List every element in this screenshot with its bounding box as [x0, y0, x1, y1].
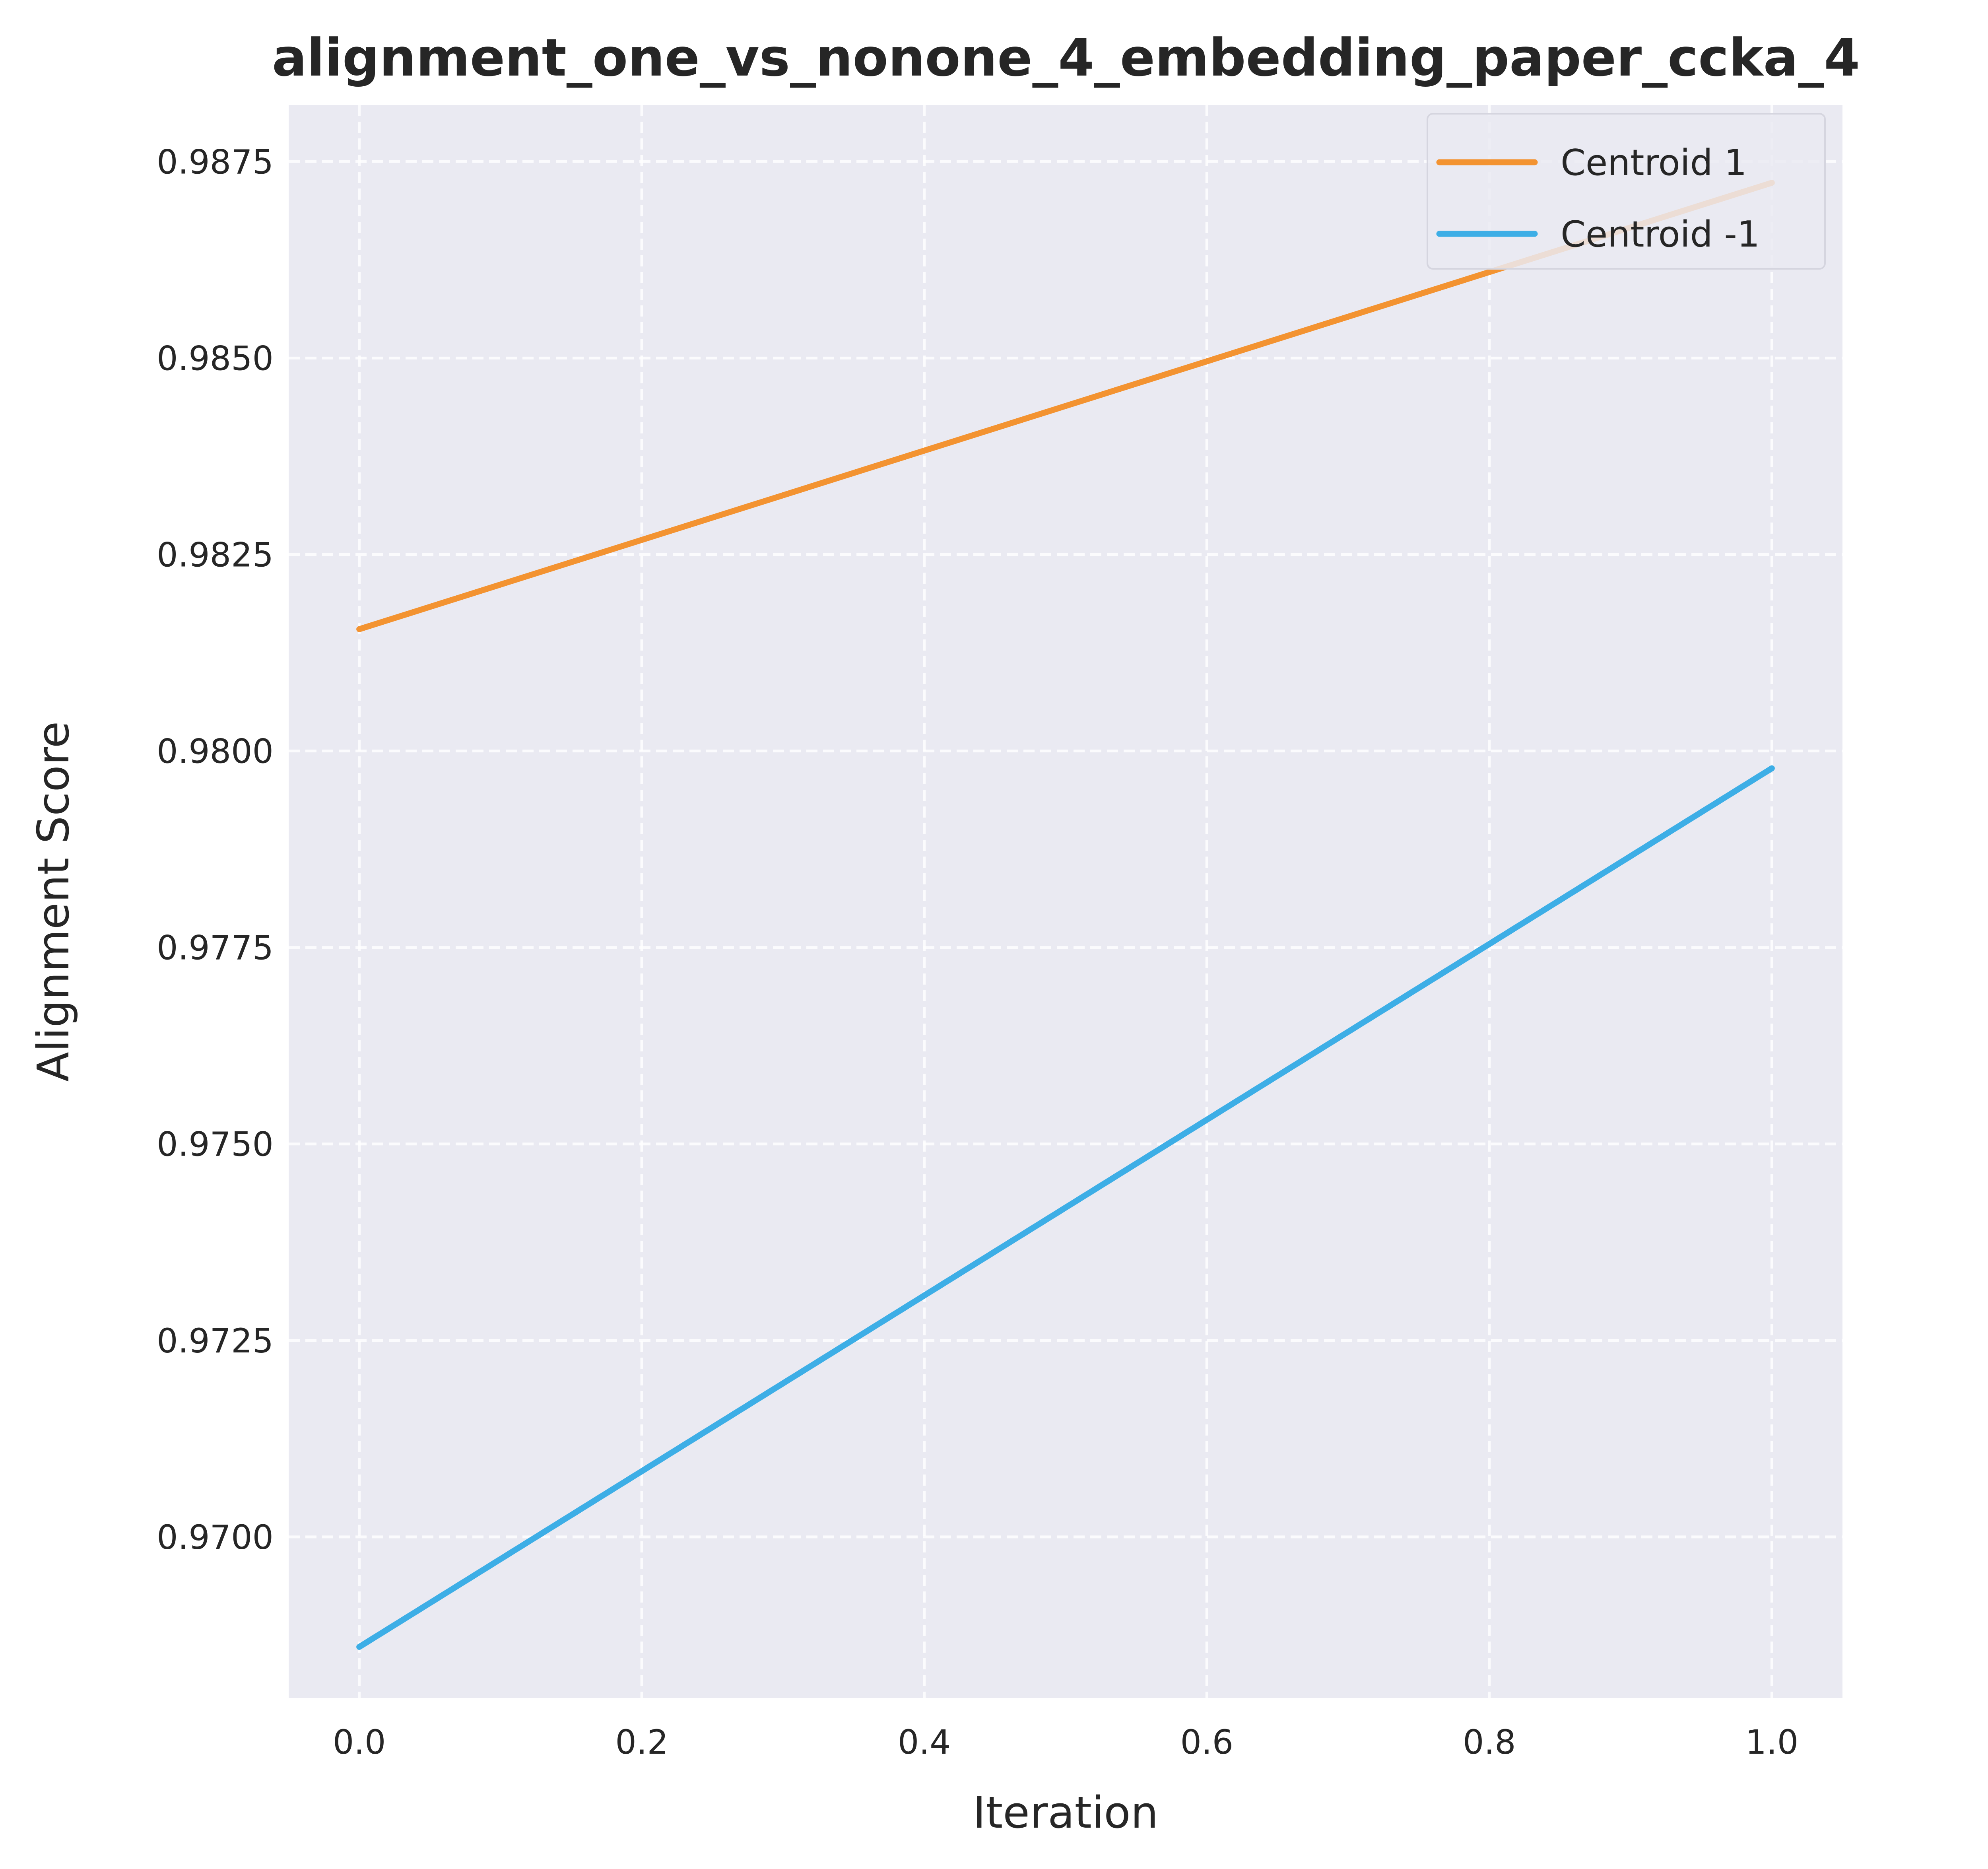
y-tick-label: 0.9725 [157, 1321, 274, 1360]
x-tick-label: 0.6 [1180, 1723, 1233, 1762]
plot-area [289, 105, 1842, 1698]
x-grid [358, 105, 1773, 1698]
y-tick-label: 0.9850 [157, 339, 274, 378]
x-tick-label: 0.0 [333, 1723, 386, 1762]
y-axis-label: Alignment Score [28, 721, 79, 1082]
x-axis-label: Iteration [973, 1787, 1159, 1838]
x-tick-label: 1.0 [1745, 1723, 1799, 1762]
y-tick-label: 0.9800 [157, 732, 274, 771]
x-tick-labels: 0.0 0.2 0.4 0.6 0.8 1.0 [333, 1723, 1798, 1762]
x-tick-label: 0.4 [898, 1723, 951, 1762]
y-tick-label: 0.9700 [157, 1518, 274, 1557]
legend-label-2: Centroid -1 [1561, 214, 1760, 255]
y-tick-label: 0.9775 [157, 929, 274, 968]
series-line-2 [356, 765, 1775, 1650]
legend-box [1427, 113, 1826, 270]
y-tick-label: 0.9825 [157, 535, 274, 574]
y-tick-label: 0.9750 [157, 1125, 274, 1164]
chart-title: alignment_one_vs_nonone_4_embedding_pape… [272, 27, 1860, 88]
legend-label-1: Centroid 1 [1561, 142, 1747, 184]
x-tick-label: 0.2 [615, 1723, 668, 1762]
y-tick-labels: 0.9700 0.9725 0.9750 0.9775 0.9800 0.9825 0.98… [157, 142, 274, 1557]
y-tick-label: 0.9875 [157, 142, 274, 181]
x-tick-label: 0.8 [1463, 1723, 1516, 1762]
legend: Centroid 1 Centroid -1 [1427, 113, 1826, 270]
